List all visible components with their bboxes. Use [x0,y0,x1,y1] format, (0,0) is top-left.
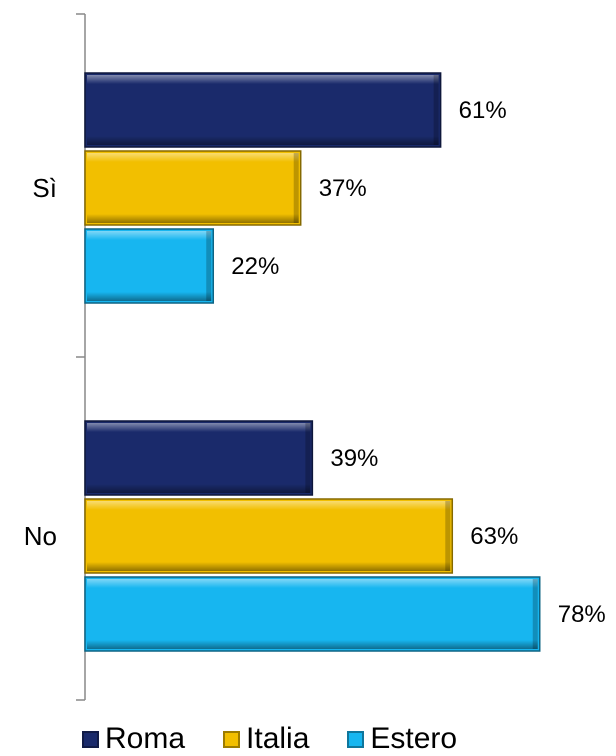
value-label-roma-0: 61% [459,97,507,124]
bar-roma-1 [84,420,314,496]
legend-swatch-roma [82,730,99,748]
legend: Roma Italia Estero [82,722,457,756]
value-label-estero-0: 22% [231,253,279,280]
bar-roma-0 [84,72,442,148]
category-label-0: Sì [32,173,57,203]
bar-estero-1 [84,576,541,652]
legend-item-roma[interactable]: Roma [82,724,185,754]
bar-estero-0 [84,228,215,304]
bar-italia-1 [84,498,454,574]
value-label-estero-1: 78% [558,601,606,628]
value-label-italia-0: 37% [319,175,367,202]
legend-item-italia[interactable]: Italia [223,724,309,754]
bar-italia-0 [84,150,302,226]
category-label-1: No [24,521,57,551]
legend-label-italia: Italia [246,722,310,755]
legend-swatch-estero [347,730,365,748]
axis [76,13,86,701]
legend-label-estero: Estero [370,722,458,755]
value-label-roma-1: 39% [330,445,378,472]
bars [84,72,541,652]
legend-swatch-italia [223,730,241,748]
bar-chart: Sì 61% 37% 22% No 39% 63% 78% [24,13,606,701]
value-label-italia-1: 63% [470,523,518,550]
labels: Sì 61% 37% 22% No 39% 63% 78% [24,97,606,628]
legend-item-estero[interactable]: Estero [347,724,457,754]
legend-label-roma: Roma [105,722,186,755]
